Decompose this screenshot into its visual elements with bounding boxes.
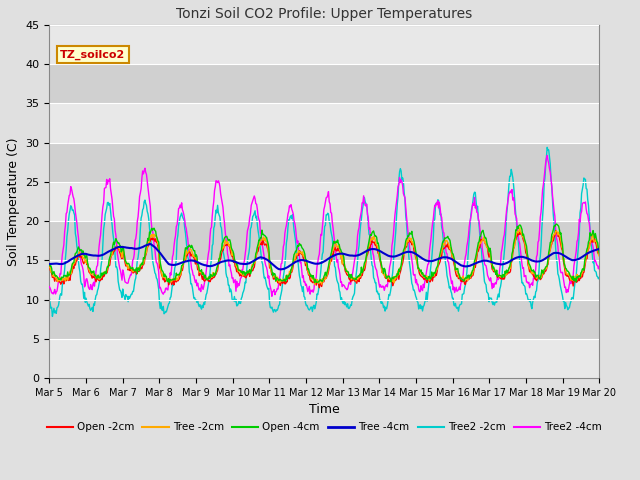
Open -2cm xyxy=(168,282,175,288)
Line: Tree2 -2cm: Tree2 -2cm xyxy=(49,147,599,316)
Bar xyxy=(49,339,599,378)
Tree2 -2cm xyxy=(392,228,399,234)
Bar xyxy=(49,103,599,143)
Bar xyxy=(49,182,599,221)
Tree2 -4cm xyxy=(45,284,53,289)
Tree2 -4cm xyxy=(168,264,175,270)
Open -2cm xyxy=(316,285,323,290)
Line: Open -4cm: Open -4cm xyxy=(49,224,599,283)
Bar xyxy=(49,300,599,339)
Line: Tree -4cm: Tree -4cm xyxy=(49,244,599,269)
Tree -4cm xyxy=(595,246,603,252)
Tree -2cm xyxy=(112,245,120,251)
Tree -2cm xyxy=(392,276,399,281)
Open -2cm xyxy=(408,242,415,248)
Open -4cm xyxy=(168,277,176,283)
Tree2 -4cm xyxy=(197,288,205,294)
Tree -2cm xyxy=(595,253,603,259)
Open -4cm xyxy=(166,280,173,286)
Open -4cm xyxy=(552,221,560,227)
Open -2cm xyxy=(45,261,53,267)
Open -2cm xyxy=(595,252,603,258)
Bar xyxy=(49,25,599,64)
Line: Tree -2cm: Tree -2cm xyxy=(49,228,599,285)
Open -4cm xyxy=(56,276,63,282)
Tree -4cm xyxy=(112,245,120,251)
Legend: Open -2cm, Tree -2cm, Open -4cm, Tree -4cm, Tree2 -2cm, Tree2 -4cm: Open -2cm, Tree -2cm, Open -4cm, Tree -4… xyxy=(42,418,606,436)
Open -2cm xyxy=(56,279,63,285)
Line: Tree2 -4cm: Tree2 -4cm xyxy=(49,156,599,296)
Open -2cm xyxy=(112,244,120,250)
Tree -4cm xyxy=(147,241,154,247)
Bar xyxy=(49,143,599,182)
Tree2 -4cm xyxy=(112,232,120,238)
Tree2 -2cm xyxy=(408,280,415,286)
Open -4cm xyxy=(595,250,603,256)
Open -4cm xyxy=(408,228,415,234)
Tree -2cm xyxy=(408,239,415,245)
Tree2 -2cm xyxy=(56,293,64,299)
Tree -2cm xyxy=(45,264,53,270)
Tree2 -4cm xyxy=(56,277,63,283)
Tree2 -2cm xyxy=(595,275,603,281)
Tree -4cm xyxy=(393,253,401,259)
Tree2 -2cm xyxy=(49,313,56,319)
Tree2 -2cm xyxy=(198,306,205,312)
Tree -2cm xyxy=(311,282,319,288)
Tree -4cm xyxy=(277,266,285,272)
Tree2 -4cm xyxy=(595,264,603,270)
Tree2 -4cm xyxy=(408,257,415,263)
Y-axis label: Soil Temperature (C): Soil Temperature (C) xyxy=(7,137,20,266)
Open -2cm xyxy=(392,277,399,283)
Line: Open -2cm: Open -2cm xyxy=(49,230,599,288)
Tree2 -4cm xyxy=(543,153,551,158)
Bar xyxy=(49,221,599,260)
Open -4cm xyxy=(198,267,205,273)
Tree -2cm xyxy=(56,277,63,283)
Tree2 -2cm xyxy=(543,144,551,150)
Open -2cm xyxy=(552,228,559,233)
Open -2cm xyxy=(197,270,205,276)
Tree -2cm xyxy=(168,279,175,285)
Tree -4cm xyxy=(198,261,205,267)
Text: TZ_soilco2: TZ_soilco2 xyxy=(60,49,125,60)
Tree2 -2cm xyxy=(168,281,176,287)
Tree -4cm xyxy=(409,250,417,255)
Tree -2cm xyxy=(516,225,524,231)
Open -4cm xyxy=(392,274,399,279)
Open -4cm xyxy=(112,236,120,241)
Tree -4cm xyxy=(45,261,53,267)
Tree2 -4cm xyxy=(268,293,276,299)
Tree -2cm xyxy=(197,269,205,275)
Tree -4cm xyxy=(168,262,176,268)
Tree2 -2cm xyxy=(45,295,53,300)
Bar xyxy=(49,260,599,300)
Open -4cm xyxy=(45,262,53,268)
Tree2 -2cm xyxy=(113,264,120,270)
Title: Tonzi Soil CO2 Profile: Upper Temperatures: Tonzi Soil CO2 Profile: Upper Temperatur… xyxy=(176,7,472,21)
Bar xyxy=(49,64,599,103)
X-axis label: Time: Time xyxy=(309,403,340,417)
Tree -4cm xyxy=(56,261,63,267)
Tree2 -4cm xyxy=(392,205,399,211)
